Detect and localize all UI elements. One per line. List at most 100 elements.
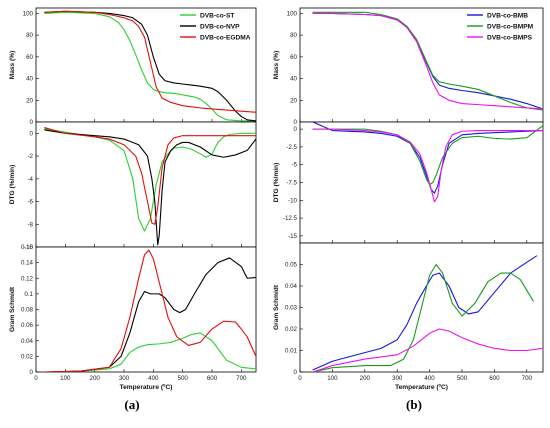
legend-label: DVB-co-BMPM xyxy=(487,23,534,30)
y-tick-label: 0.04 xyxy=(21,338,34,345)
legend-label: DVB-co-BMB xyxy=(487,12,528,19)
series-line-dvb-co-bmb xyxy=(312,255,538,371)
y-tick-label: -2 xyxy=(27,153,33,160)
x-tick-label: 200 xyxy=(90,375,101,382)
series-line-dvb-co-bmpm xyxy=(312,263,534,372)
y-tick-label: 0 xyxy=(294,126,298,133)
x-tick-label: 400 xyxy=(148,375,159,382)
legend-label: DVB-co-ST xyxy=(200,12,234,19)
y-tick-label: 80 xyxy=(26,32,33,39)
series-line-dvb-co-nvp xyxy=(44,129,256,246)
x-tick-label: 300 xyxy=(392,375,403,382)
y-tick-label: 0 xyxy=(30,119,34,126)
y-tick-label: -5 xyxy=(291,162,297,169)
y-tick-label: 0 xyxy=(294,369,298,376)
series-line-dvb-co-bmpm xyxy=(312,125,543,186)
series-line-dvb-co-egdma xyxy=(44,127,256,225)
x-tick-label: 0 xyxy=(34,375,38,382)
plot-frame xyxy=(299,7,544,123)
x-tick-label: 300 xyxy=(119,375,130,382)
subplot-gram-schmidt: 0 0.01 0.02 0.03 0.04 0.05 0 100 200 300 400 500 600… xyxy=(273,242,544,391)
y-tick-label: 0 xyxy=(294,119,298,126)
y-tick-label: 0.1 xyxy=(24,291,33,298)
x-tick-label: 600 xyxy=(207,375,218,382)
x-tick-label: 500 xyxy=(178,375,189,382)
series-line-dvb-co-egdma xyxy=(44,10,256,113)
y-tick-label: 100 xyxy=(287,10,298,17)
panel-b: 0 20 40 60 80 100 Mass (%) DVB-co-BMB DVB-co-BMP… xyxy=(273,7,544,391)
subplot-mass: 0 20 40 60 80 100 Mass (%) DVB-co-BMB DVB-co-BMP… xyxy=(273,7,544,126)
x-tick-label: 400 xyxy=(424,375,435,382)
subplot-dtg: 0 -2.5 -5 -7.5 -10 -12.5 -15 DTG (%/min) xyxy=(273,121,544,244)
series-line-dvb-co-egdma xyxy=(44,249,256,372)
y-tick-label: 0.06 xyxy=(21,322,34,329)
y-tick-label: 0.05 xyxy=(285,262,298,269)
subplot-mass: 0 20 40 60 80 100 Mass (%) DVB-co-ST DVB-co-NVP D… xyxy=(9,7,257,126)
y-axis-title: DTG (%/min) xyxy=(273,163,280,203)
legend-label: DVB-co-BMPS xyxy=(487,34,533,41)
y-tick-label: -10 xyxy=(24,244,34,251)
subplot-dtg: 0 -2 -4 -6 -8 -10 DTG (%/min) xyxy=(9,121,257,251)
y-tick-label: 60 xyxy=(26,54,33,61)
x-tick-label: 100 xyxy=(60,375,71,382)
series-line-dvb-co-st xyxy=(44,332,256,372)
y-tick-label: 80 xyxy=(290,32,297,39)
y-tick-label: 60 xyxy=(290,54,297,61)
series-line-dvb-co-nvp xyxy=(44,10,256,122)
y-tick-label: 0.02 xyxy=(285,326,298,333)
series-line-dvb-co-bmps xyxy=(312,128,543,203)
y-axis-title: DTG (%/min) xyxy=(9,165,16,205)
y-tick-label: -12.5 xyxy=(283,215,298,222)
y-tick-label: -4 xyxy=(27,176,33,183)
plot-frame xyxy=(35,121,257,248)
y-tick-label: 0.12 xyxy=(21,275,34,282)
x-axis-title: Temperature (ºC) xyxy=(395,384,448,391)
panel-a: 0 20 40 60 80 100 Mass (%) DVB-co-ST DVB-co-NVP D… xyxy=(9,7,257,391)
y-tick-label: 0.08 xyxy=(21,307,34,314)
y-tick-label: 0 xyxy=(30,369,34,376)
y-tick-label: 0.02 xyxy=(21,353,34,360)
y-axis-title: Mass (%) xyxy=(9,51,16,80)
plot-frame xyxy=(299,121,544,244)
y-tick-label: 0.14 xyxy=(21,260,34,267)
y-tick-label: 0 xyxy=(30,130,34,137)
y-tick-label: -7.5 xyxy=(286,180,297,187)
subplot-gram-schmidt: 0 0.02 0.04 0.06 0.08 0.1 0.12 0.14 0.16 0 100 200 3… xyxy=(9,244,257,391)
panel-label-a: (a) xyxy=(124,397,139,412)
x-axis-title: Temperature (ºC) xyxy=(120,384,173,391)
y-tick-label: 0.01 xyxy=(285,348,298,355)
y-axis-title: Gram Schmidt xyxy=(9,286,16,332)
y-tick-label: 20 xyxy=(290,97,297,104)
x-tick-label: 700 xyxy=(522,375,533,382)
x-tick-label: 200 xyxy=(360,375,371,382)
y-tick-label: 20 xyxy=(26,97,33,104)
plot-layer: 0 20 40 60 80 100 Mass (%) DVB-co-ST DVB-co-NVP D… xyxy=(9,7,544,391)
x-tick-label: 0 xyxy=(298,375,302,382)
series-line-dvb-co-nvp xyxy=(44,257,256,372)
y-tick-label: -2.5 xyxy=(286,144,297,151)
y-tick-label: -6 xyxy=(27,199,33,206)
y-axis-title: Mass (%) xyxy=(273,51,280,80)
series-line-dvb-co-bmpm xyxy=(312,11,543,111)
series-line-dvb-co-bmb xyxy=(312,122,543,194)
legend-label: DVB-co-EGDMA xyxy=(200,34,251,41)
plot-frame xyxy=(35,246,257,373)
series-line-dvb-co-bmps xyxy=(312,12,543,110)
legend-label: DVB-co-NVP xyxy=(200,23,240,30)
y-tick-label: 40 xyxy=(26,76,33,83)
series-line-dvb-co-bmps xyxy=(312,328,543,372)
plot-frame xyxy=(35,7,257,123)
x-tick-label: 100 xyxy=(327,375,338,382)
series-line-dvb-co-st xyxy=(44,128,256,232)
y-tick-label: -10 xyxy=(288,197,298,204)
y-tick-label: -15 xyxy=(288,233,298,240)
y-tick-label: 40 xyxy=(290,76,297,83)
y-tick-label: -8 xyxy=(27,221,33,228)
x-tick-label: 700 xyxy=(236,375,247,382)
y-tick-label: 0.04 xyxy=(285,283,298,290)
y-tick-label: 100 xyxy=(23,10,34,17)
x-tick-label: 500 xyxy=(457,375,468,382)
y-axis-title: Gram Schmidt xyxy=(273,284,280,330)
x-tick-label: 600 xyxy=(489,375,500,382)
